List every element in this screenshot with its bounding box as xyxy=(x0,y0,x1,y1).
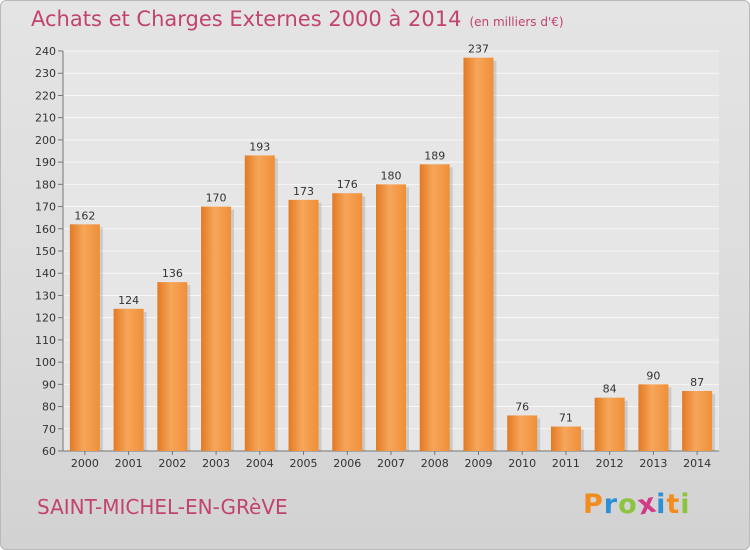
y-tick-label: 60 xyxy=(42,445,56,458)
data-label: 76 xyxy=(515,400,529,413)
data-label: 90 xyxy=(646,369,660,382)
y-tick-label: 100 xyxy=(35,356,56,369)
chart-title-text: Achats et Charges Externes 2000 à 2014 xyxy=(31,7,462,31)
x-tick-label: 2012 xyxy=(596,457,624,470)
y-tick-label: 230 xyxy=(35,67,56,80)
x-tick-label: 2002 xyxy=(158,457,186,470)
bar-2006 xyxy=(332,193,363,451)
logo-letter: i xyxy=(680,489,691,520)
x-tick-label: 2014 xyxy=(683,457,711,470)
data-label: 176 xyxy=(337,178,358,191)
chart-unit-subtitle: (en milliers d'€) xyxy=(469,15,564,29)
y-tick-label: 110 xyxy=(35,334,56,347)
logo-letter: i xyxy=(656,489,667,520)
x-tick-label: 2007 xyxy=(377,457,405,470)
bar-2000 xyxy=(69,224,100,451)
data-label: 170 xyxy=(206,192,227,205)
logo-letter: r xyxy=(603,489,619,520)
bar-2008 xyxy=(419,164,450,452)
y-tick-label: 70 xyxy=(42,423,56,436)
chart-title: Achats et Charges Externes 2000 à 2014 (e… xyxy=(31,7,564,31)
bar-2014 xyxy=(682,391,713,451)
y-tick-label: 80 xyxy=(42,401,56,414)
logo-letter: o xyxy=(618,489,638,520)
y-tick-label: 220 xyxy=(35,89,56,102)
y-tick-label: 120 xyxy=(35,312,56,325)
y-tick-label: 180 xyxy=(35,178,56,191)
bar-2011 xyxy=(550,426,581,451)
y-tick-label: 150 xyxy=(35,245,56,258)
bar-2001 xyxy=(113,308,144,451)
y-tick-label: 210 xyxy=(35,112,56,125)
bar-2003 xyxy=(201,206,232,451)
data-label: 136 xyxy=(162,267,183,280)
y-tick-label: 200 xyxy=(35,134,56,147)
y-tick-label: 140 xyxy=(35,267,56,280)
y-tick-label: 240 xyxy=(35,45,56,58)
data-label: 173 xyxy=(293,185,314,198)
city-name: SAINT-MICHEL-EN-GRèVE xyxy=(37,495,288,519)
logo-letter: t xyxy=(666,489,681,520)
y-tick-label: 90 xyxy=(42,378,56,391)
y-tick-label: 130 xyxy=(35,289,56,302)
x-tick-label: 2000 xyxy=(71,457,99,470)
bar-2012 xyxy=(594,397,625,451)
data-label: 162 xyxy=(74,209,95,222)
x-tick-label: 2013 xyxy=(639,457,667,470)
bar-2007 xyxy=(376,184,406,452)
x-tick-label: 2005 xyxy=(290,457,318,470)
x-tick-label: 2003 xyxy=(202,457,230,470)
y-tick-label: 190 xyxy=(35,156,56,169)
data-label: 189 xyxy=(424,149,445,162)
proxiti-logo: Proxiti xyxy=(583,487,691,521)
x-tick-label: 2011 xyxy=(552,457,580,470)
data-label: 71 xyxy=(559,412,573,425)
data-label: 237 xyxy=(468,43,489,56)
data-label: 180 xyxy=(381,169,402,182)
data-label: 84 xyxy=(603,383,617,396)
x-tick-label: 2010 xyxy=(508,457,536,470)
logo-letter: P xyxy=(583,489,604,520)
bar-2002 xyxy=(157,282,188,451)
bar-2004 xyxy=(244,155,275,451)
y-tick-label: 170 xyxy=(35,201,56,214)
x-tick-label: 2001 xyxy=(115,457,143,470)
data-label: 87 xyxy=(690,376,704,389)
x-tick-label: 2004 xyxy=(246,457,274,470)
bar-2009 xyxy=(463,57,494,452)
bar-2005 xyxy=(288,199,319,451)
data-label: 193 xyxy=(249,140,270,153)
bar-2013 xyxy=(638,384,669,451)
x-tick-label: 2009 xyxy=(464,457,492,470)
bar-2010 xyxy=(507,415,538,451)
y-tick-label: 160 xyxy=(35,223,56,236)
x-tick-label: 2008 xyxy=(421,457,449,470)
data-label: 124 xyxy=(118,294,139,307)
x-tick-label: 2006 xyxy=(333,457,361,470)
